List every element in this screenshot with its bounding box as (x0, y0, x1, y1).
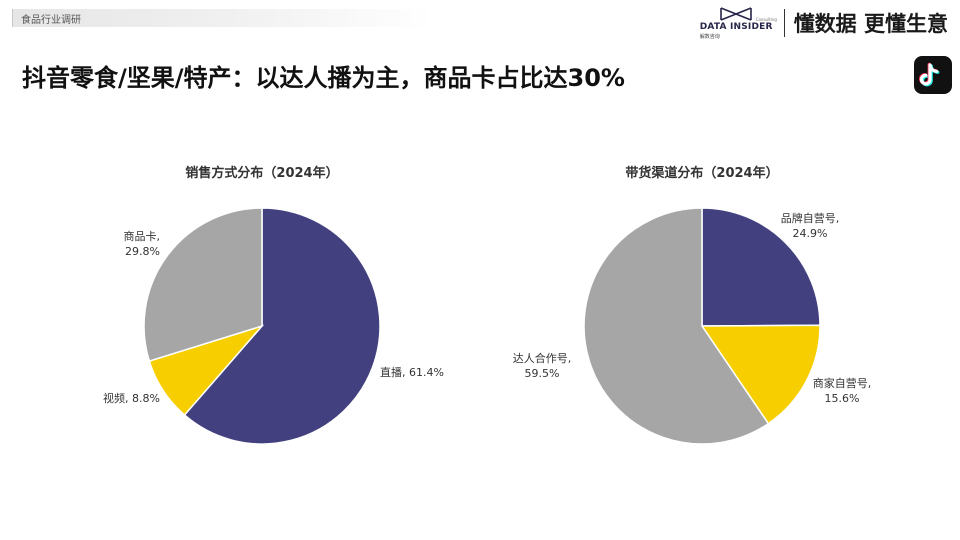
chart2-slice-3 (583, 207, 770, 445)
chart1-slice-3-label: 商品卡, 29.8% (124, 229, 161, 258)
category-tag: 食品行业调研 (12, 9, 433, 27)
chart1-slice-1 (183, 207, 381, 445)
chart1-title: 销售方式分布（2024年） (185, 166, 339, 181)
page-title: 抖音零食/坚果/特产：以达人播为主，商品卡占比达30% (22, 64, 625, 92)
brand-header: Consulting DATA INSIDER 解数咨询 懂数据 更懂生意 (700, 6, 948, 40)
chart2-slice-1 (701, 207, 821, 327)
brand-divider (783, 9, 785, 37)
bowtie-icon (719, 7, 752, 21)
tiktok-icon (914, 56, 952, 94)
data-insider-logo: Consulting DATA INSIDER 解数咨询 (699, 6, 777, 40)
category-tag-label: 食品行业调研 (21, 15, 81, 26)
chart1-slice-1-label: 直播, 61.4% (380, 365, 444, 379)
chart1-slice-2-label: 视频, 8.8% (103, 391, 160, 405)
brand-slogan: 懂数据 更懂生意 (793, 12, 948, 36)
chart2-slice-3-label: 达人合作号, 59.5% (513, 351, 572, 380)
logo-consult-text: Consulting (755, 17, 777, 22)
logo-cn-name: 解数咨询 (699, 34, 720, 40)
logo-name: DATA INSIDER (699, 22, 773, 32)
chart2-slice-1-label: 品牌自营号, 24.9% (781, 211, 840, 240)
chart2-slice-2 (700, 324, 821, 425)
chart2-title: 带货渠道分布（2024年） (625, 166, 779, 181)
chart2-slice-2-label: 商家自营号, 15.6% (813, 376, 872, 405)
chart1-slice-3 (143, 207, 263, 362)
